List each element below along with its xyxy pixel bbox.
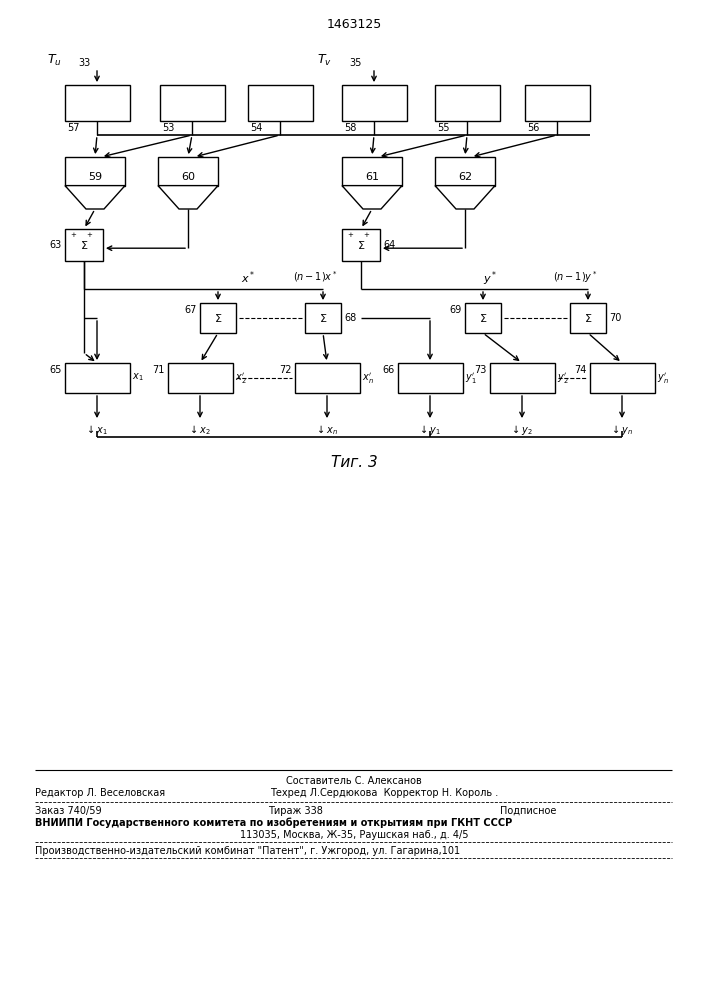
- Text: $\Sigma$: $\Sigma$: [357, 239, 366, 251]
- Bar: [342, 229, 380, 261]
- Text: $y_n^{\prime}$: $y_n^{\prime}$: [657, 371, 669, 386]
- Text: Производственно-издательский комбинат "Патент", г. Ужгород, ул. Гагарина,101: Производственно-издательский комбинат "П…: [35, 846, 460, 856]
- Text: Заказ 740/59: Заказ 740/59: [35, 806, 102, 816]
- Bar: [342, 157, 402, 186]
- Text: 56: 56: [527, 123, 539, 133]
- Text: $x_2^{\prime}$: $x_2^{\prime}$: [235, 371, 247, 386]
- Text: Редактор Л. Веселовская: Редактор Л. Веселовская: [35, 788, 165, 798]
- Bar: [200, 303, 236, 333]
- Text: 74: 74: [575, 365, 587, 375]
- Text: +: +: [364, 232, 370, 238]
- Text: $y^*$: $y^*$: [483, 269, 497, 288]
- Text: 53: 53: [162, 123, 175, 133]
- Text: $T_u$: $T_u$: [47, 53, 62, 68]
- Text: Тираж 338: Тираж 338: [267, 806, 322, 816]
- Text: $y_2^{\prime}$: $y_2^{\prime}$: [557, 371, 568, 386]
- Text: 62: 62: [458, 172, 472, 182]
- Text: 113035, Москва, Ж-35, Раушская наб., д. 4/5: 113035, Москва, Ж-35, Раушская наб., д. …: [240, 830, 468, 840]
- Polygon shape: [342, 186, 402, 209]
- Text: +: +: [71, 232, 76, 238]
- Text: 1463125: 1463125: [327, 18, 382, 31]
- Text: $\downarrow x_2$: $\downarrow x_2$: [188, 423, 211, 437]
- Text: 58: 58: [344, 123, 356, 133]
- Text: 59: 59: [88, 172, 102, 182]
- Text: 67: 67: [185, 305, 197, 315]
- Text: 66: 66: [382, 365, 395, 375]
- Text: Составитель С. Алексанов: Составитель С. Алексанов: [286, 776, 422, 786]
- Bar: [342, 85, 407, 121]
- Polygon shape: [158, 186, 218, 209]
- Text: Τиг. 3: Τиг. 3: [331, 455, 378, 470]
- Text: 54: 54: [250, 123, 262, 133]
- Text: $(n-1)y^*$: $(n-1)y^*$: [553, 269, 597, 285]
- Text: 65: 65: [49, 365, 62, 375]
- Bar: [248, 85, 313, 121]
- Bar: [295, 363, 360, 393]
- Text: +: +: [347, 232, 354, 238]
- Text: 68: 68: [344, 313, 356, 323]
- Text: Подписное: Подписное: [500, 806, 556, 816]
- Text: $T_v$: $T_v$: [317, 53, 332, 68]
- Bar: [590, 363, 655, 393]
- Bar: [158, 157, 218, 186]
- Text: 35: 35: [349, 58, 361, 68]
- Text: $\downarrow x_n$: $\downarrow x_n$: [315, 423, 339, 437]
- Text: $x_1$: $x_1$: [132, 371, 144, 383]
- Text: 72: 72: [279, 365, 292, 375]
- Text: $y_1^{\prime}$: $y_1^{\prime}$: [465, 371, 477, 386]
- Polygon shape: [65, 186, 125, 209]
- Text: $\Sigma$: $\Sigma$: [479, 312, 487, 324]
- Text: $\Sigma$: $\Sigma$: [214, 312, 222, 324]
- Text: 69: 69: [450, 305, 462, 315]
- Polygon shape: [435, 186, 495, 209]
- Text: $(n-1)x^*$: $(n-1)x^*$: [293, 269, 337, 284]
- Text: $\downarrow y_n$: $\downarrow y_n$: [610, 423, 633, 437]
- Bar: [65, 229, 103, 261]
- Bar: [435, 157, 495, 186]
- Text: Техред Л.Сердюкова  Корректор Н. Король .: Техред Л.Сердюкова Корректор Н. Король .: [270, 788, 498, 798]
- Text: 63: 63: [49, 240, 62, 250]
- Text: $\Sigma$: $\Sigma$: [584, 312, 592, 324]
- Text: 70: 70: [609, 313, 621, 323]
- Text: 33: 33: [78, 58, 90, 68]
- Text: $\downarrow y_1$: $\downarrow y_1$: [419, 423, 442, 437]
- Text: $\downarrow x_1$: $\downarrow x_1$: [86, 423, 109, 437]
- Bar: [490, 363, 555, 393]
- Bar: [465, 303, 501, 333]
- Text: $x^*$: $x^*$: [241, 269, 255, 286]
- Bar: [168, 363, 233, 393]
- Bar: [160, 85, 225, 121]
- Bar: [65, 363, 130, 393]
- Text: 73: 73: [474, 365, 487, 375]
- Bar: [65, 157, 125, 186]
- Bar: [570, 303, 606, 333]
- Text: 64: 64: [383, 240, 395, 250]
- Text: 55: 55: [437, 123, 450, 133]
- Text: $x_n^{\prime}$: $x_n^{\prime}$: [362, 371, 374, 386]
- Bar: [525, 85, 590, 121]
- Bar: [398, 363, 463, 393]
- Text: $\downarrow y_2$: $\downarrow y_2$: [510, 423, 534, 437]
- Text: 60: 60: [181, 172, 195, 182]
- Text: +: +: [87, 232, 93, 238]
- Bar: [65, 85, 130, 121]
- Text: $\Sigma$: $\Sigma$: [80, 239, 88, 251]
- Text: 71: 71: [153, 365, 165, 375]
- Text: 57: 57: [67, 123, 79, 133]
- Bar: [435, 85, 500, 121]
- Text: 61: 61: [365, 172, 379, 182]
- Text: $\Sigma$: $\Sigma$: [319, 312, 327, 324]
- Text: ВНИИПИ Государственного комитета по изобретениям и открытиям при ГКНТ СССР: ВНИИПИ Государственного комитета по изоб…: [35, 818, 513, 828]
- Bar: [305, 303, 341, 333]
